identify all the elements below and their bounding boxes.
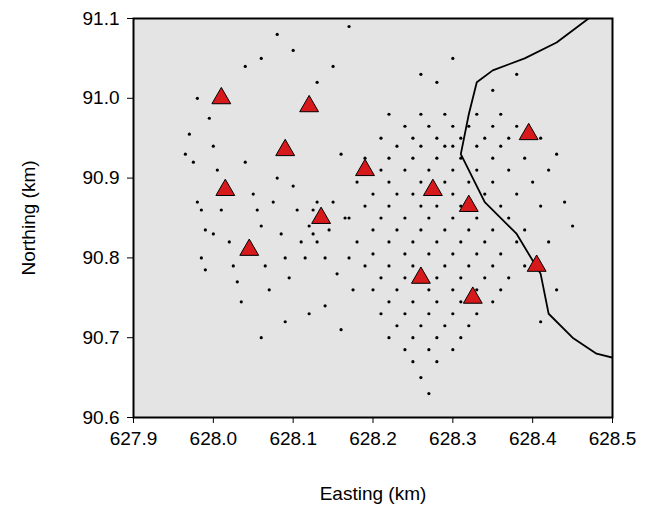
svg-text:627.9: 627.9 (110, 428, 158, 449)
svg-text:628.5: 628.5 (589, 428, 637, 449)
svg-text:628.4: 628.4 (509, 428, 557, 449)
svg-text:90.7: 90.7 (83, 327, 120, 348)
svg-text:Northing (km): Northing (km) (18, 160, 39, 275)
svg-text:628.1: 628.1 (269, 428, 317, 449)
svg-text:Easting (km): Easting (km) (320, 483, 427, 504)
svg-text:628.3: 628.3 (429, 428, 477, 449)
svg-text:91.0: 91.0 (83, 87, 120, 108)
svg-text:90.6: 90.6 (83, 407, 120, 428)
svg-text:628.2: 628.2 (349, 428, 397, 449)
svg-text:91.1: 91.1 (83, 8, 120, 29)
svg-text:90.8: 90.8 (83, 247, 120, 268)
svg-text:628.0: 628.0 (190, 428, 238, 449)
svg-text:90.9: 90.9 (83, 167, 120, 188)
